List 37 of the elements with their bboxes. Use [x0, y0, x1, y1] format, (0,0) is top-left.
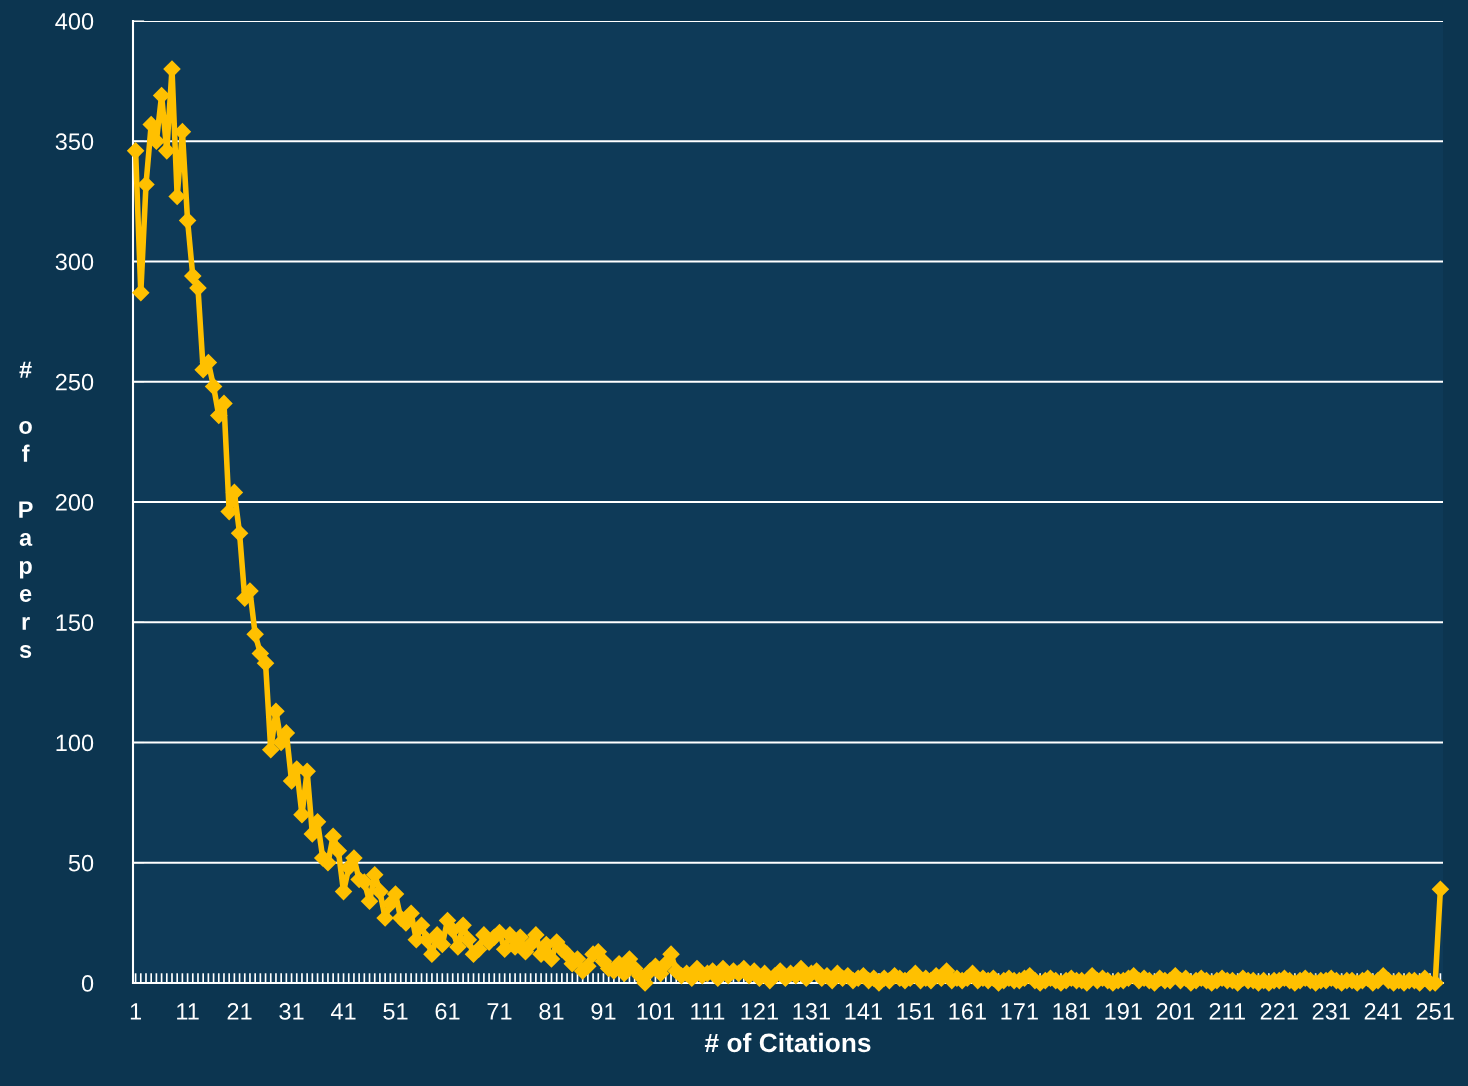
- y-tick-label: 50: [68, 854, 94, 872]
- x-tick-label: 181: [1053, 1003, 1090, 1020]
- x-tick-label: 241: [1364, 1003, 1402, 1020]
- x-tick-label: 201: [1156, 1003, 1194, 1020]
- x-tick-label: 141: [845, 1003, 882, 1020]
- y-tick-label: 350: [55, 133, 94, 151]
- y-tick-label: 0: [81, 975, 94, 992]
- x-tick-label: 91: [591, 1003, 616, 1020]
- x-tick-label: 41: [330, 1003, 356, 1020]
- y-tick-label: 200: [55, 494, 94, 511]
- x-tick-label: 231: [1312, 1003, 1350, 1020]
- x-tick-label: 81: [539, 1003, 564, 1020]
- text: # of Papers: [19, 361, 33, 658]
- x-tick-label: 111: [691, 1003, 725, 1020]
- x-tick-label: 121: [741, 1003, 778, 1020]
- x-axis-title: # of Citations: [704, 1032, 871, 1053]
- y-tick-label: 250: [55, 373, 94, 391]
- x-tick-label: 191: [1105, 1003, 1142, 1020]
- x-tick-label: 161: [949, 1003, 986, 1020]
- y-tick-label: 150: [56, 614, 94, 632]
- y-tick-label: 400: [55, 13, 94, 30]
- x-tick-label: 31: [279, 1003, 304, 1020]
- x-tick-label: 21: [227, 1003, 252, 1020]
- y-tick-label: 300: [55, 253, 94, 271]
- x-tick-label: 61: [435, 1003, 460, 1020]
- x-tick-label: 101: [637, 1003, 674, 1020]
- x-tick-label: 171: [1001, 1003, 1038, 1020]
- x-tick-label: 211: [1209, 1003, 1245, 1020]
- x-tick-label: 131: [793, 1003, 830, 1020]
- x-tick-label: 251: [1416, 1003, 1454, 1020]
- x-tick-label: 221: [1260, 1003, 1298, 1020]
- x-tick-label: 1: [130, 1003, 142, 1020]
- y-tick-label: 100: [56, 734, 94, 752]
- x-tick-label: 71: [487, 1003, 512, 1020]
- x-tick-label: 11: [177, 1003, 199, 1020]
- x-tick-label: 51: [383, 1003, 408, 1020]
- x-tick-label: 151: [897, 1003, 934, 1020]
